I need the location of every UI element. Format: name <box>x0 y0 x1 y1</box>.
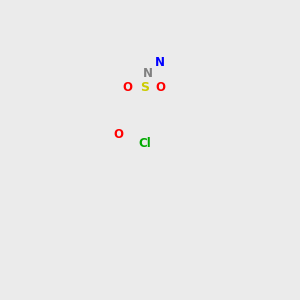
Text: Cl: Cl <box>138 136 151 150</box>
Text: O: O <box>114 128 124 141</box>
Text: O: O <box>122 81 132 94</box>
Text: H: H <box>142 68 150 78</box>
Text: O: O <box>156 81 166 94</box>
Text: N: N <box>155 56 165 69</box>
Text: S: S <box>140 81 149 94</box>
Text: N: N <box>143 67 153 80</box>
